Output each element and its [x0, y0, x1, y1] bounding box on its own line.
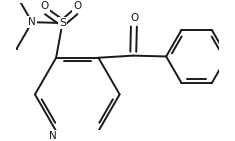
Text: O: O: [41, 1, 49, 11]
Text: O: O: [130, 13, 138, 23]
Text: S: S: [59, 18, 66, 28]
Text: O: O: [73, 1, 81, 11]
Text: N: N: [49, 131, 57, 141]
Text: N: N: [28, 17, 36, 27]
